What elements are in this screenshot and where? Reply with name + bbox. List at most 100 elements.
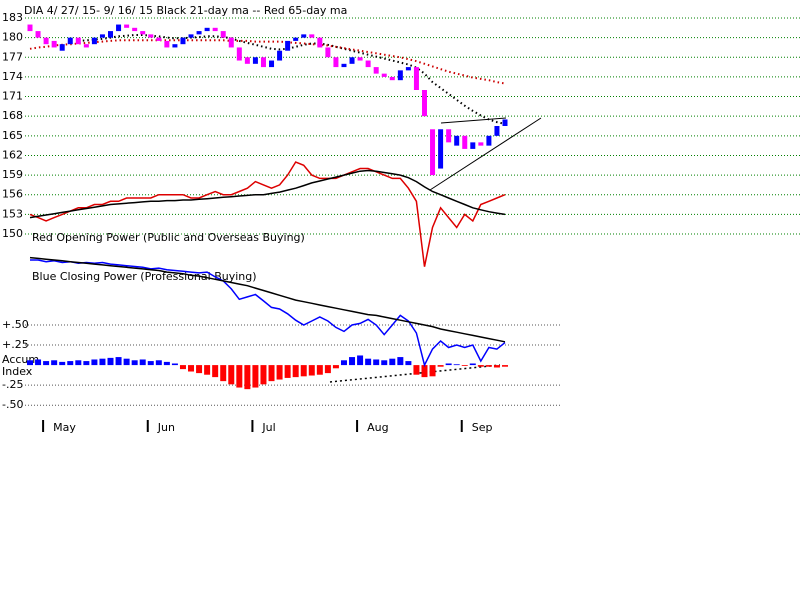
accum-bar bbox=[83, 361, 90, 366]
candle bbox=[59, 44, 65, 51]
accum-bar bbox=[300, 365, 307, 377]
candle bbox=[494, 126, 500, 136]
accum-bar bbox=[493, 365, 500, 368]
candle bbox=[124, 24, 130, 28]
candle bbox=[373, 67, 379, 74]
panel-label: Red Opening Power (Public and Overseas B… bbox=[32, 231, 305, 244]
candle bbox=[349, 57, 355, 64]
accum-bar bbox=[75, 360, 82, 366]
candle bbox=[83, 44, 89, 48]
candle bbox=[341, 63, 347, 68]
candle bbox=[148, 34, 154, 38]
accum-bar bbox=[43, 361, 50, 366]
chart-title: DIA 4/ 27/ 15- 9/ 16/ 15 Black 21-day ma… bbox=[24, 4, 347, 17]
accum-bar bbox=[445, 363, 452, 366]
x-tick-label: Sep bbox=[472, 421, 493, 434]
y-tick-label: -.25 bbox=[2, 378, 23, 391]
candle bbox=[43, 37, 49, 45]
candle bbox=[293, 37, 299, 41]
candle bbox=[220, 31, 226, 38]
accum-bar bbox=[357, 355, 364, 366]
accum-bar bbox=[292, 365, 299, 378]
y-tick-label: +.50 bbox=[2, 318, 29, 331]
candle bbox=[285, 40, 291, 51]
accum-bar bbox=[308, 365, 315, 376]
candle bbox=[470, 142, 476, 149]
candle bbox=[140, 31, 146, 35]
accum-bar bbox=[115, 357, 122, 366]
y-tick-label: 183 bbox=[2, 11, 23, 24]
accum-bar bbox=[437, 365, 444, 367]
accum-bar bbox=[107, 357, 114, 366]
accum-bar bbox=[139, 359, 146, 366]
candle bbox=[156, 37, 162, 41]
accum-bar bbox=[324, 365, 331, 374]
candle bbox=[204, 27, 210, 32]
accum-bar bbox=[147, 361, 154, 366]
y-tick-label: 159 bbox=[2, 168, 23, 181]
candle bbox=[421, 90, 427, 117]
accum-bar bbox=[27, 360, 33, 366]
trend-line bbox=[429, 117, 542, 191]
axis-label: Index bbox=[2, 365, 33, 378]
accum-bar bbox=[365, 358, 372, 366]
y-tick-label: 150 bbox=[2, 227, 23, 240]
candle bbox=[413, 67, 419, 90]
y-tick-label: 156 bbox=[2, 188, 23, 201]
accum-bar bbox=[429, 365, 436, 377]
x-tick-label: Aug bbox=[367, 421, 388, 434]
candle bbox=[188, 34, 194, 38]
accum-bar bbox=[284, 365, 291, 378]
accum-bar bbox=[397, 357, 404, 366]
accum-bar bbox=[163, 361, 170, 366]
accum-bar bbox=[171, 363, 178, 366]
candle bbox=[446, 129, 452, 143]
y-tick-label: 153 bbox=[2, 207, 23, 220]
candle bbox=[405, 67, 411, 71]
y-tick-label: 171 bbox=[2, 90, 23, 103]
accum-bar bbox=[405, 361, 412, 366]
accum-bar bbox=[155, 360, 162, 366]
candle bbox=[309, 34, 315, 38]
candle bbox=[180, 37, 186, 45]
candle bbox=[260, 57, 266, 68]
accum-bar bbox=[131, 360, 138, 366]
power-line bbox=[30, 259, 506, 368]
accum-bar bbox=[469, 363, 476, 366]
candle bbox=[301, 34, 307, 38]
candle bbox=[228, 37, 234, 48]
candle bbox=[381, 73, 387, 77]
candle bbox=[486, 135, 492, 146]
accum-bar bbox=[67, 361, 74, 366]
accum-bar bbox=[413, 365, 420, 375]
accum-bar bbox=[123, 358, 130, 366]
power-line bbox=[29, 256, 506, 343]
candle bbox=[75, 37, 81, 45]
accum-bar bbox=[268, 365, 275, 382]
candle bbox=[478, 142, 484, 146]
candle bbox=[99, 34, 105, 38]
accum-bar bbox=[228, 365, 235, 385]
accum-bar bbox=[35, 359, 42, 366]
candle bbox=[236, 47, 242, 61]
candle bbox=[438, 129, 444, 169]
candle bbox=[35, 31, 41, 38]
accum-bar bbox=[212, 365, 219, 378]
indicator-line bbox=[29, 169, 506, 219]
y-tick-label: 177 bbox=[2, 50, 23, 63]
indicator-line bbox=[78, 34, 506, 125]
accum-bar bbox=[236, 365, 243, 388]
accum-bar bbox=[332, 365, 339, 369]
accum-bar bbox=[316, 365, 323, 375]
candle bbox=[397, 70, 403, 81]
accum-bar bbox=[421, 365, 428, 378]
candle bbox=[67, 37, 73, 45]
accum-bar bbox=[220, 365, 227, 382]
candle bbox=[454, 135, 460, 146]
candle bbox=[116, 24, 122, 32]
candle bbox=[389, 76, 395, 81]
accum-bar bbox=[244, 365, 251, 390]
candle bbox=[196, 31, 202, 35]
candle bbox=[244, 57, 250, 64]
